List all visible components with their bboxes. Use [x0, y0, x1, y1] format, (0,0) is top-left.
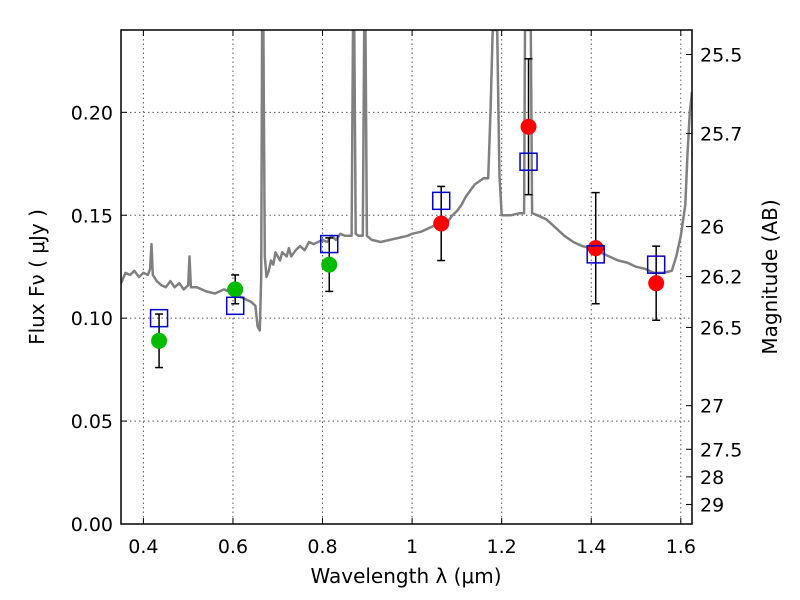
observed-point-red	[433, 215, 450, 232]
model-spectrum-layer	[121, 30, 692, 332]
observed-point-red	[587, 240, 604, 257]
y-axis-ticks: 0.00 0.05 0.10 0.15 0.20	[71, 102, 127, 536]
x-axis-label: Wavelength λ (μm)	[310, 564, 501, 588]
right-tick-label: 26.5	[700, 317, 742, 339]
y-tick-label: 0.10	[71, 308, 113, 330]
x-tick-label: 1	[406, 536, 418, 558]
right-tick-label: 25.7	[700, 124, 742, 146]
model-point-square	[149, 308, 169, 328]
x-tick-label: 0.6	[218, 536, 248, 558]
observed-point-green	[227, 281, 244, 298]
right-tick-label: 26.2	[700, 267, 742, 289]
model-point-square	[519, 152, 538, 171]
right-axis-ticks: 25.5 25.7 26 26.2 26.5 27 27.5 28 29	[686, 44, 742, 516]
grid-lines	[121, 30, 692, 524]
plot-background	[121, 30, 692, 524]
right-tick-label: 27.5	[700, 439, 742, 461]
observed-point-red	[648, 275, 665, 292]
model-point-square	[225, 296, 245, 316]
right-tick-label: 28	[700, 467, 724, 489]
model-point-square	[646, 255, 666, 274]
observed-points	[151, 118, 665, 349]
x-tick-label: 0.4	[128, 536, 158, 558]
model-point-square	[431, 191, 451, 211]
y-tick-label: 0.00	[71, 514, 113, 536]
y-axis-label: Flux Fν ( μJy )	[25, 209, 49, 345]
observed-point-red	[520, 118, 537, 135]
x-tick-label: 1.4	[576, 536, 606, 558]
right-tick-label: 26	[700, 217, 724, 239]
observed-point-green	[321, 256, 338, 273]
model-photometry-squares	[149, 152, 666, 328]
x-axis-ticks: 0.4 0.6 0.8 1 1.2 1.4 1.6	[128, 30, 696, 558]
x-tick-label: 0.8	[307, 536, 337, 558]
right-tick-label: 29	[700, 494, 724, 516]
y-tick-label: 0.15	[71, 205, 113, 227]
x-tick-label: 1.2	[487, 536, 517, 558]
right-axis-label: Magnitude (AB)	[758, 199, 782, 354]
model-spectrum-line	[121, 30, 692, 332]
right-tick-label: 27	[700, 396, 724, 418]
y-tick-label: 0.20	[71, 102, 113, 124]
model-point-square	[586, 245, 605, 264]
model-point-square	[319, 234, 339, 254]
observed-point-green	[151, 332, 168, 349]
right-tick-label: 25.5	[700, 44, 742, 66]
y-tick-label: 0.05	[71, 411, 113, 433]
x-tick-label: 1.6	[666, 536, 696, 558]
